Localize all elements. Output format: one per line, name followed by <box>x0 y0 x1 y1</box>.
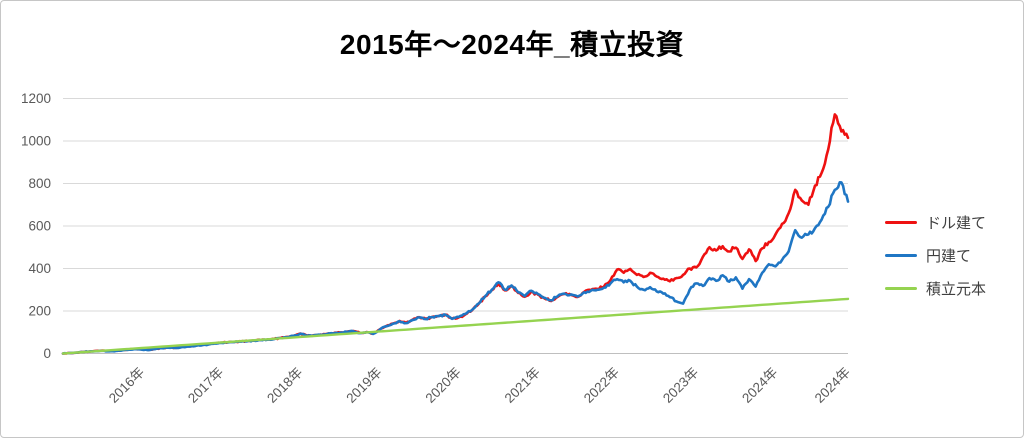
y-tick-label: 400 <box>28 261 51 276</box>
x-tick-label: 2024年 <box>812 365 853 406</box>
x-tick-label: 2024年 <box>739 365 780 406</box>
x-tick-label: 2018年 <box>264 365 305 406</box>
y-tick-label: 1200 <box>21 91 51 106</box>
y-tick-label: 800 <box>28 176 51 191</box>
legend: ドル建て 円建て 積立元本 <box>885 212 986 311</box>
chart-title: 2015年～2024年_積立投資 <box>339 29 685 60</box>
x-tick-label: 2023年 <box>660 365 701 406</box>
legend-item-dollar[interactable]: ドル建て <box>885 212 986 232</box>
x-tick-label: 2016年 <box>106 365 147 406</box>
x-tick-label: 2019年 <box>343 365 384 406</box>
y-tick-label: 1000 <box>21 134 51 149</box>
legend-item-principal[interactable]: 積立元本 <box>885 278 986 298</box>
legend-label-yen: 円建て <box>926 247 972 265</box>
x-tick-label: 2017年 <box>185 365 226 406</box>
legend-item-yen[interactable]: 円建て <box>885 245 986 265</box>
x-tick-label: 2021年 <box>502 365 543 406</box>
yen-line-swatch <box>885 253 917 257</box>
principal-line-swatch <box>885 286 917 290</box>
y-tick-label: 0 <box>43 346 51 361</box>
legend-label-principal: 積立元本 <box>926 280 987 298</box>
y-tick-label: 600 <box>28 219 51 234</box>
dollar-line-swatch <box>885 220 917 224</box>
x-tick-label: 2022年 <box>581 365 622 406</box>
legend-label-dollar: ドル建て <box>926 214 987 232</box>
x-tick-label: 2020年 <box>423 365 464 406</box>
y-tick-label: 200 <box>28 304 51 319</box>
series-line-principal <box>61 297 850 355</box>
series-line-yen <box>61 180 850 355</box>
